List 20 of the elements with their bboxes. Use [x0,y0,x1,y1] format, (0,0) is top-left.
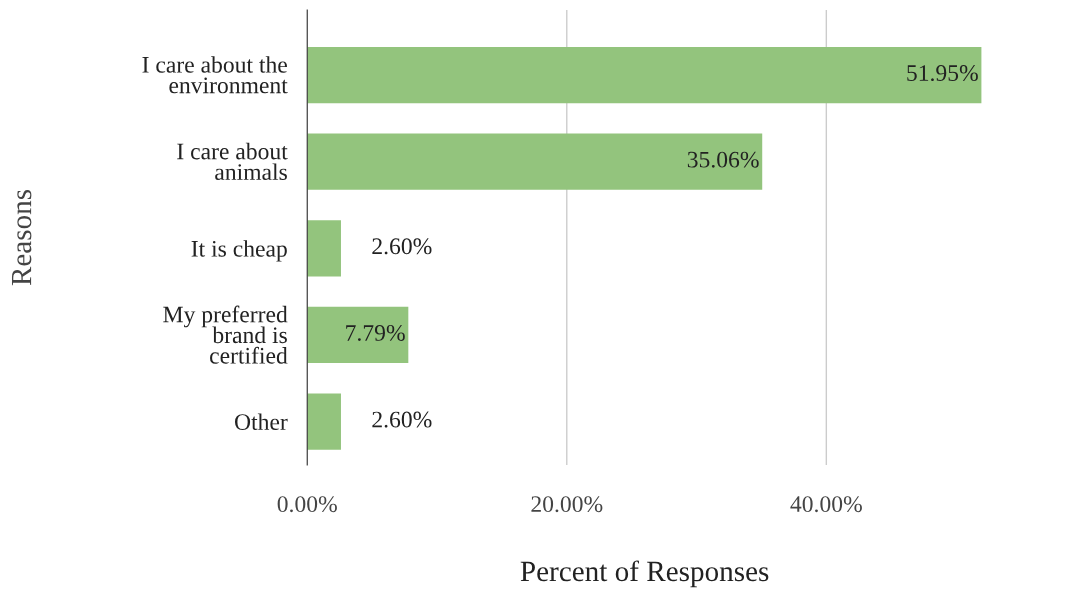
data-label: 51.95% [907,65,978,82]
data-label: 2.60% [372,411,432,428]
bar [307,133,763,190]
y-tick-label: It is cheap [191,240,287,262]
bar [307,46,982,104]
data-label: 2.60% [372,238,432,255]
bar [307,306,409,364]
data-label: 35.06% [687,151,759,168]
x-axis-title: Percent of Responses [520,560,769,588]
y-tick-label: I care about the environment [142,56,288,94]
y-axis-title: Reasons [11,189,32,286]
bar [307,220,341,277]
x-tick-label: 0.00% [277,496,337,513]
x-tick-label: 20.00% [531,496,603,513]
y-tick-label: Other [235,413,288,431]
data-label: 7.79% [346,324,405,341]
bar [307,393,341,450]
y-tick-label: I care about animals [177,142,288,180]
y-tick-label: My preferred brand is certified [163,305,288,364]
x-tick-label: 40.00% [790,496,862,513]
